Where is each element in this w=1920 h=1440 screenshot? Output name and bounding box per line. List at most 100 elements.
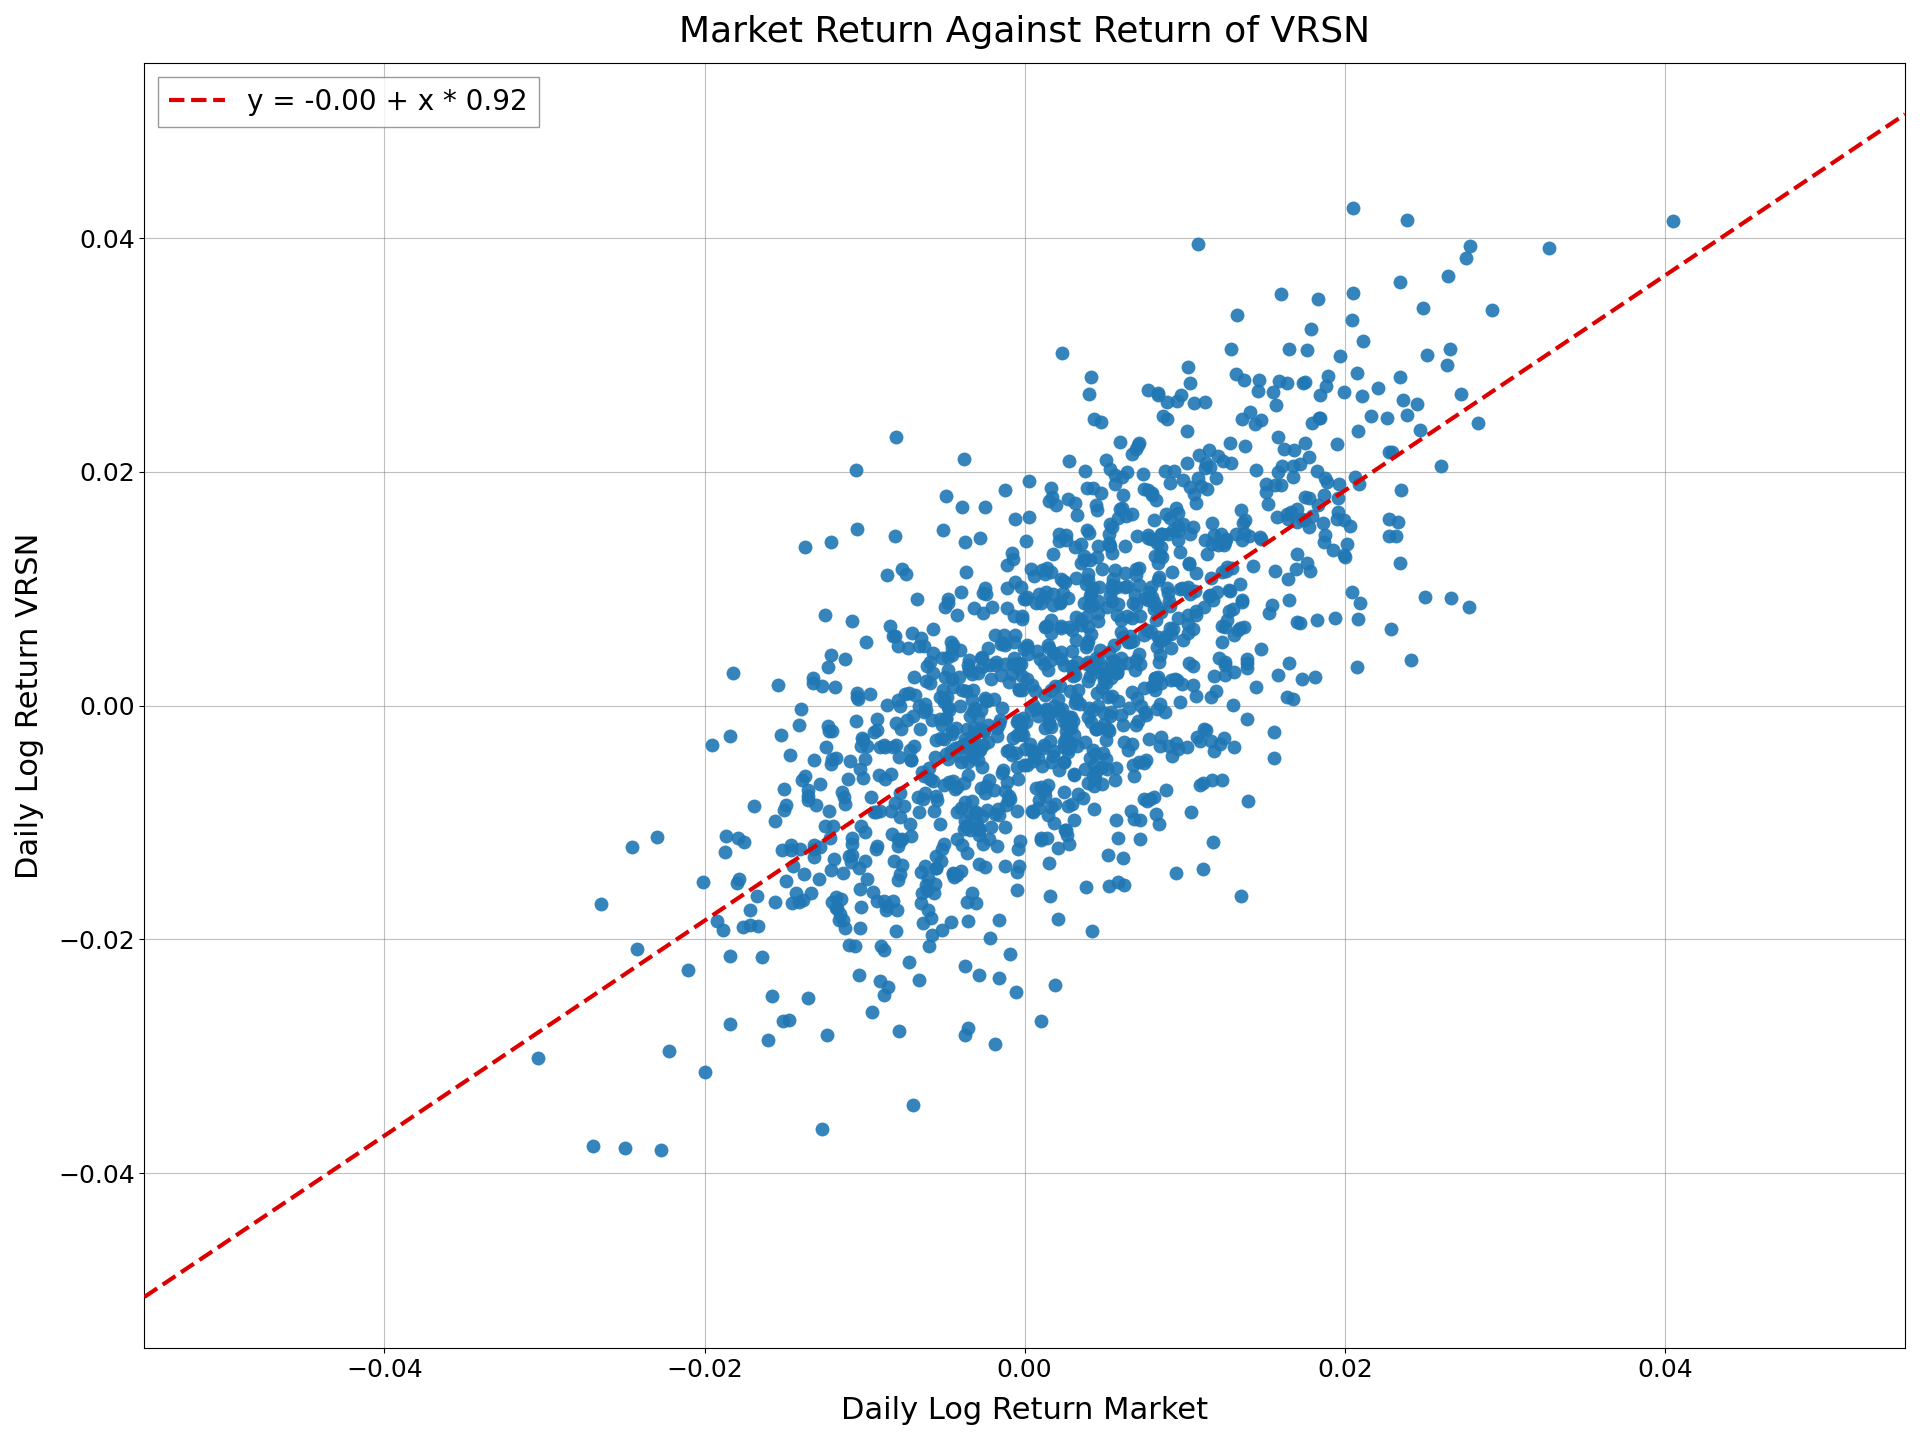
Point	[1104, 498, 1135, 521]
Point	[1137, 621, 1167, 644]
Point	[1008, 723, 1039, 746]
Point	[1096, 667, 1127, 690]
Point	[1098, 567, 1129, 590]
Point	[958, 743, 989, 766]
Point	[762, 674, 793, 697]
Point	[991, 634, 1021, 657]
Point	[1081, 498, 1112, 521]
Point	[885, 863, 916, 886]
Point	[920, 746, 950, 769]
Point	[1140, 488, 1171, 511]
Point	[1179, 618, 1210, 641]
Point	[1031, 697, 1062, 720]
Point	[962, 801, 993, 824]
Point	[1081, 760, 1112, 783]
Point	[914, 651, 945, 674]
Point	[1405, 418, 1436, 441]
Point	[1035, 678, 1066, 701]
Point	[1344, 592, 1375, 615]
Point	[1073, 670, 1104, 693]
Point	[1020, 680, 1050, 703]
Point	[1162, 732, 1192, 755]
Point	[979, 687, 1010, 710]
Point	[924, 812, 954, 835]
Point	[776, 834, 806, 857]
Point	[816, 530, 847, 553]
Point	[854, 683, 885, 706]
Point	[1087, 557, 1117, 580]
Point	[1140, 667, 1171, 690]
Point	[975, 816, 1006, 840]
Point	[814, 827, 845, 850]
Point	[895, 737, 925, 760]
Point	[1188, 717, 1219, 740]
Point	[956, 739, 987, 762]
Point	[1002, 711, 1033, 734]
Point	[1196, 566, 1227, 589]
Point	[948, 772, 979, 795]
Point	[885, 829, 916, 852]
Point	[1329, 543, 1359, 566]
Point	[1146, 523, 1177, 546]
Point	[1227, 408, 1258, 431]
Point	[1142, 569, 1173, 592]
Point	[927, 518, 958, 541]
Point	[952, 891, 983, 914]
Point	[1277, 687, 1308, 710]
Point	[899, 1093, 929, 1116]
Point	[952, 816, 983, 840]
Point	[987, 759, 1018, 782]
Point	[1127, 462, 1158, 485]
Point	[1323, 487, 1354, 510]
Point	[1119, 649, 1150, 672]
Point	[1077, 765, 1108, 788]
Point	[1476, 298, 1507, 321]
Point	[883, 828, 914, 851]
Point	[845, 896, 876, 919]
Point	[1066, 533, 1096, 556]
Point	[937, 636, 968, 660]
Point	[1273, 503, 1304, 526]
Point	[1311, 374, 1342, 397]
Point	[822, 897, 852, 920]
Point	[948, 530, 979, 553]
Point	[972, 775, 1002, 798]
Point	[1142, 552, 1173, 575]
Point	[1135, 576, 1165, 599]
Point	[1044, 616, 1075, 639]
Point	[954, 648, 985, 671]
Point	[1175, 583, 1206, 606]
Point	[1432, 264, 1463, 287]
Point	[1094, 531, 1125, 554]
Point	[1164, 528, 1194, 552]
Point	[970, 782, 1000, 805]
Point	[783, 890, 814, 913]
Point	[1188, 456, 1219, 480]
Point	[1152, 576, 1183, 599]
Point	[1338, 197, 1369, 220]
Point	[1033, 636, 1064, 660]
Point	[1156, 636, 1187, 660]
Point	[1171, 419, 1202, 442]
Point	[933, 698, 964, 721]
Point	[710, 841, 741, 864]
Point	[1188, 858, 1219, 881]
Point	[1309, 523, 1340, 546]
Point	[1284, 452, 1315, 475]
Point	[1083, 589, 1114, 612]
Point	[874, 975, 904, 998]
Point	[1137, 481, 1167, 504]
Point	[1129, 477, 1160, 500]
Point	[1029, 779, 1060, 802]
Point	[931, 685, 962, 708]
Point	[987, 631, 1018, 654]
Point	[929, 832, 960, 855]
Point	[1046, 704, 1077, 727]
Point	[1112, 739, 1142, 762]
Point	[789, 536, 820, 559]
Point	[1081, 494, 1112, 517]
Point	[933, 645, 964, 668]
Point	[1029, 733, 1060, 756]
Point	[983, 966, 1014, 989]
Point	[1039, 739, 1069, 762]
